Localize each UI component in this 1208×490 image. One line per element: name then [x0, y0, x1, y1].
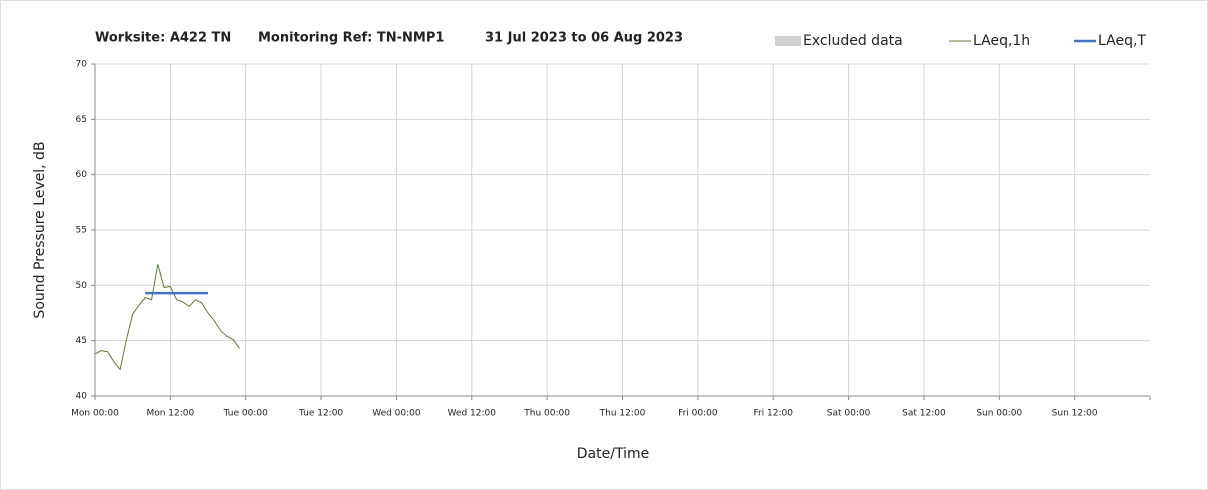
x-tick-label: Thu 00:00: [523, 409, 570, 419]
x-tick-label: Sun 00:00: [976, 409, 1022, 419]
chart-title: Worksite: A422 TN: [95, 31, 231, 46]
x-tick-label: Sat 12:00: [902, 409, 946, 419]
chart-title: Monitoring Ref: TN-NMP1: [258, 31, 444, 46]
y-tick-label: 55: [76, 226, 87, 236]
y-tick-label: 60: [76, 170, 88, 180]
y-tick-label: 65: [76, 115, 87, 125]
series-line: [94, 264, 240, 371]
x-tick-label: Tue 12:00: [298, 409, 343, 419]
x-tick-label: Mon 12:00: [146, 409, 194, 419]
x-tick-label: Wed 12:00: [448, 409, 497, 419]
x-tick-label: Mon 00:00: [71, 409, 119, 419]
y-tick-label: 50: [76, 281, 88, 291]
x-tick-label: Sun 12:00: [1052, 409, 1098, 419]
legend-label: LAeq,T: [1098, 33, 1146, 49]
chart-title: 31 Jul 2023 to 06 Aug 2023: [485, 31, 683, 46]
x-tick-label: Thu 12:00: [599, 409, 646, 419]
y-tick-label: 45: [76, 336, 87, 346]
legend-swatch: [775, 36, 801, 46]
x-tick-label: Fri 00:00: [678, 409, 718, 419]
x-tick-label: Tue 00:00: [223, 409, 268, 419]
x-axis-label: Date/Time: [577, 446, 649, 462]
y-axis-label: Sound Pressure Level, dB: [32, 141, 48, 318]
x-tick-label: Sat 00:00: [827, 409, 871, 419]
legend-label: Excluded data: [803, 33, 903, 49]
x-tick-label: Fri 12:00: [753, 409, 793, 419]
y-tick-label: 40: [76, 392, 88, 402]
legend-label: LAeq,1h: [973, 33, 1030, 49]
x-tick-label: Wed 00:00: [372, 409, 421, 419]
y-tick-label: 70: [76, 60, 88, 70]
